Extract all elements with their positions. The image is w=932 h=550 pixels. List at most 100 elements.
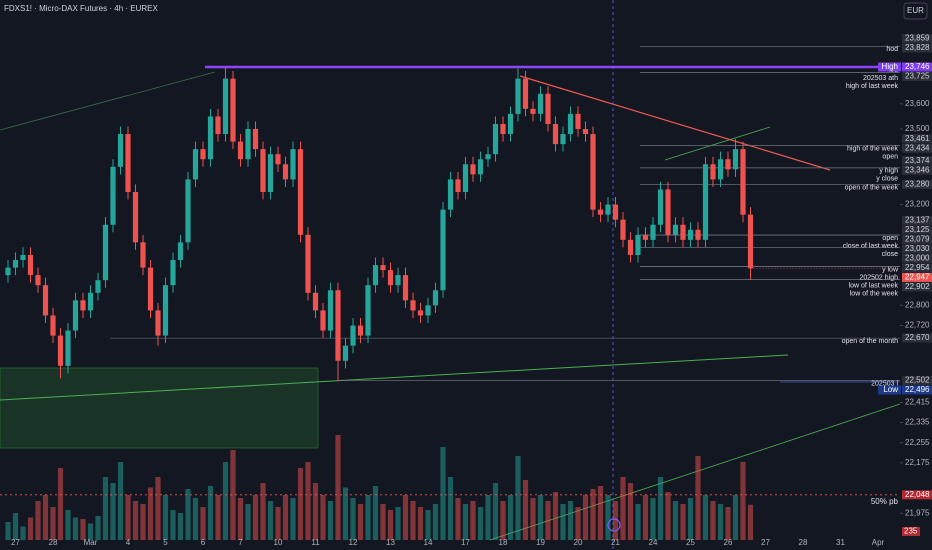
price-box: 23,079 (902, 235, 932, 244)
candle-body (200, 149, 206, 160)
volume-bar (80, 519, 86, 540)
price-box-bg (902, 134, 932, 144)
volume-bar (267, 501, 274, 540)
volume-bar (605, 495, 611, 540)
candle-body (342, 345, 349, 361)
currency[interactable]: EUR (907, 6, 924, 15)
volume-bar (717, 504, 724, 540)
volume-bar (275, 507, 281, 540)
candle-body (125, 134, 131, 192)
candle-body (605, 204, 611, 215)
candle-body (357, 325, 364, 336)
volume-bar (185, 489, 191, 540)
candle-body (365, 285, 371, 336)
price-box-label: 23,859 (905, 34, 930, 43)
volume-bar (72, 517, 79, 540)
price-box: 23,725 (902, 72, 932, 82)
candle-body (350, 325, 356, 346)
volume-bar (312, 483, 319, 540)
volume-bar (485, 495, 491, 540)
price-box: 22,947 (902, 273, 932, 282)
candle-body (297, 149, 304, 235)
volume-bar (650, 498, 656, 540)
volume-bar (27, 517, 34, 540)
level-name: hod (886, 46, 898, 53)
candle-body (597, 209, 604, 215)
level-name: low of the week (850, 290, 899, 297)
volume-bar (20, 526, 26, 540)
x-tick-label: 18 (499, 538, 508, 547)
volume-bar (732, 495, 739, 540)
volume-bar (260, 483, 266, 540)
trendline (664, 126, 771, 161)
price-box: 23,346 (902, 165, 932, 175)
y-tick-label: 21,975 (905, 508, 930, 517)
volume-bar (170, 510, 176, 540)
candle-body (20, 254, 26, 261)
price-box-bg (902, 215, 932, 225)
candle-body (320, 310, 326, 331)
candle-body (215, 116, 221, 135)
volume-bar (42, 495, 49, 540)
x-tick-label: 7 (238, 538, 243, 547)
currency-button[interactable] (903, 2, 928, 20)
volume-bar (237, 498, 244, 540)
volume-bar (597, 486, 604, 540)
candle-body (95, 280, 101, 293)
price-box: 23,000 (902, 254, 932, 263)
x-tick-label: 27 (11, 538, 20, 547)
candle-body (27, 254, 34, 276)
candle-body (372, 265, 379, 286)
candle-body (110, 166, 116, 225)
price-box: 23,828 (902, 43, 932, 53)
candle-body (335, 290, 341, 361)
x-tick-label: Apr (872, 538, 885, 547)
price-box-label: 23,434 (905, 143, 930, 152)
candle-body (275, 154, 281, 165)
price-box-bg (902, 263, 932, 273)
y-tick-label: 22,415 (905, 397, 930, 406)
volume-bar (155, 477, 161, 540)
price-box-bg (902, 282, 932, 292)
price-box: 23,374 (902, 156, 932, 166)
event-icon[interactable] (607, 518, 621, 532)
price-box-label: 22,502 (905, 376, 930, 385)
volume-bar (410, 501, 416, 540)
candle-body (305, 234, 311, 293)
price-box-label: 23,280 (905, 180, 930, 189)
candle-body (380, 265, 386, 271)
candle-body (132, 191, 139, 243)
volume-bar (177, 513, 184, 540)
chart-title: FDXS1! · Micro-DAX Futures · 4h · EUREX (4, 4, 158, 13)
level-name: 202503 ath (863, 75, 898, 82)
candle-body (492, 123, 499, 155)
volume-bar (642, 495, 649, 540)
trendline (0, 71, 216, 131)
candle-body (267, 154, 274, 192)
volume-bar (357, 504, 364, 540)
volume-box-label: 235 (904, 527, 918, 536)
x-tick-label: 17 (461, 538, 470, 547)
price-box-label: 23,125 (905, 225, 930, 234)
price-box: 23,137 (902, 216, 932, 225)
candle-body (230, 78, 236, 142)
candle-body (702, 164, 709, 240)
volume-bar (725, 507, 731, 540)
price-box-bg (902, 156, 932, 166)
price-box-label: 23,461 (905, 134, 930, 143)
volume-bar (222, 462, 229, 540)
volume-bar (282, 495, 289, 540)
volume-bar (612, 501, 619, 540)
volume-bar (710, 501, 716, 540)
price-box-label: 22,670 (905, 333, 930, 342)
candle-body (725, 159, 731, 170)
candle-body (582, 128, 589, 135)
volume-bar (342, 487, 349, 540)
volume-bar (620, 477, 626, 540)
candle-body (147, 267, 154, 311)
price-box-label: 22,496 (905, 385, 930, 394)
candle-body (440, 209, 446, 291)
price-box: 23,746 High (878, 62, 932, 72)
level-name: open (882, 235, 898, 242)
price-box: 23,434 (902, 143, 932, 153)
